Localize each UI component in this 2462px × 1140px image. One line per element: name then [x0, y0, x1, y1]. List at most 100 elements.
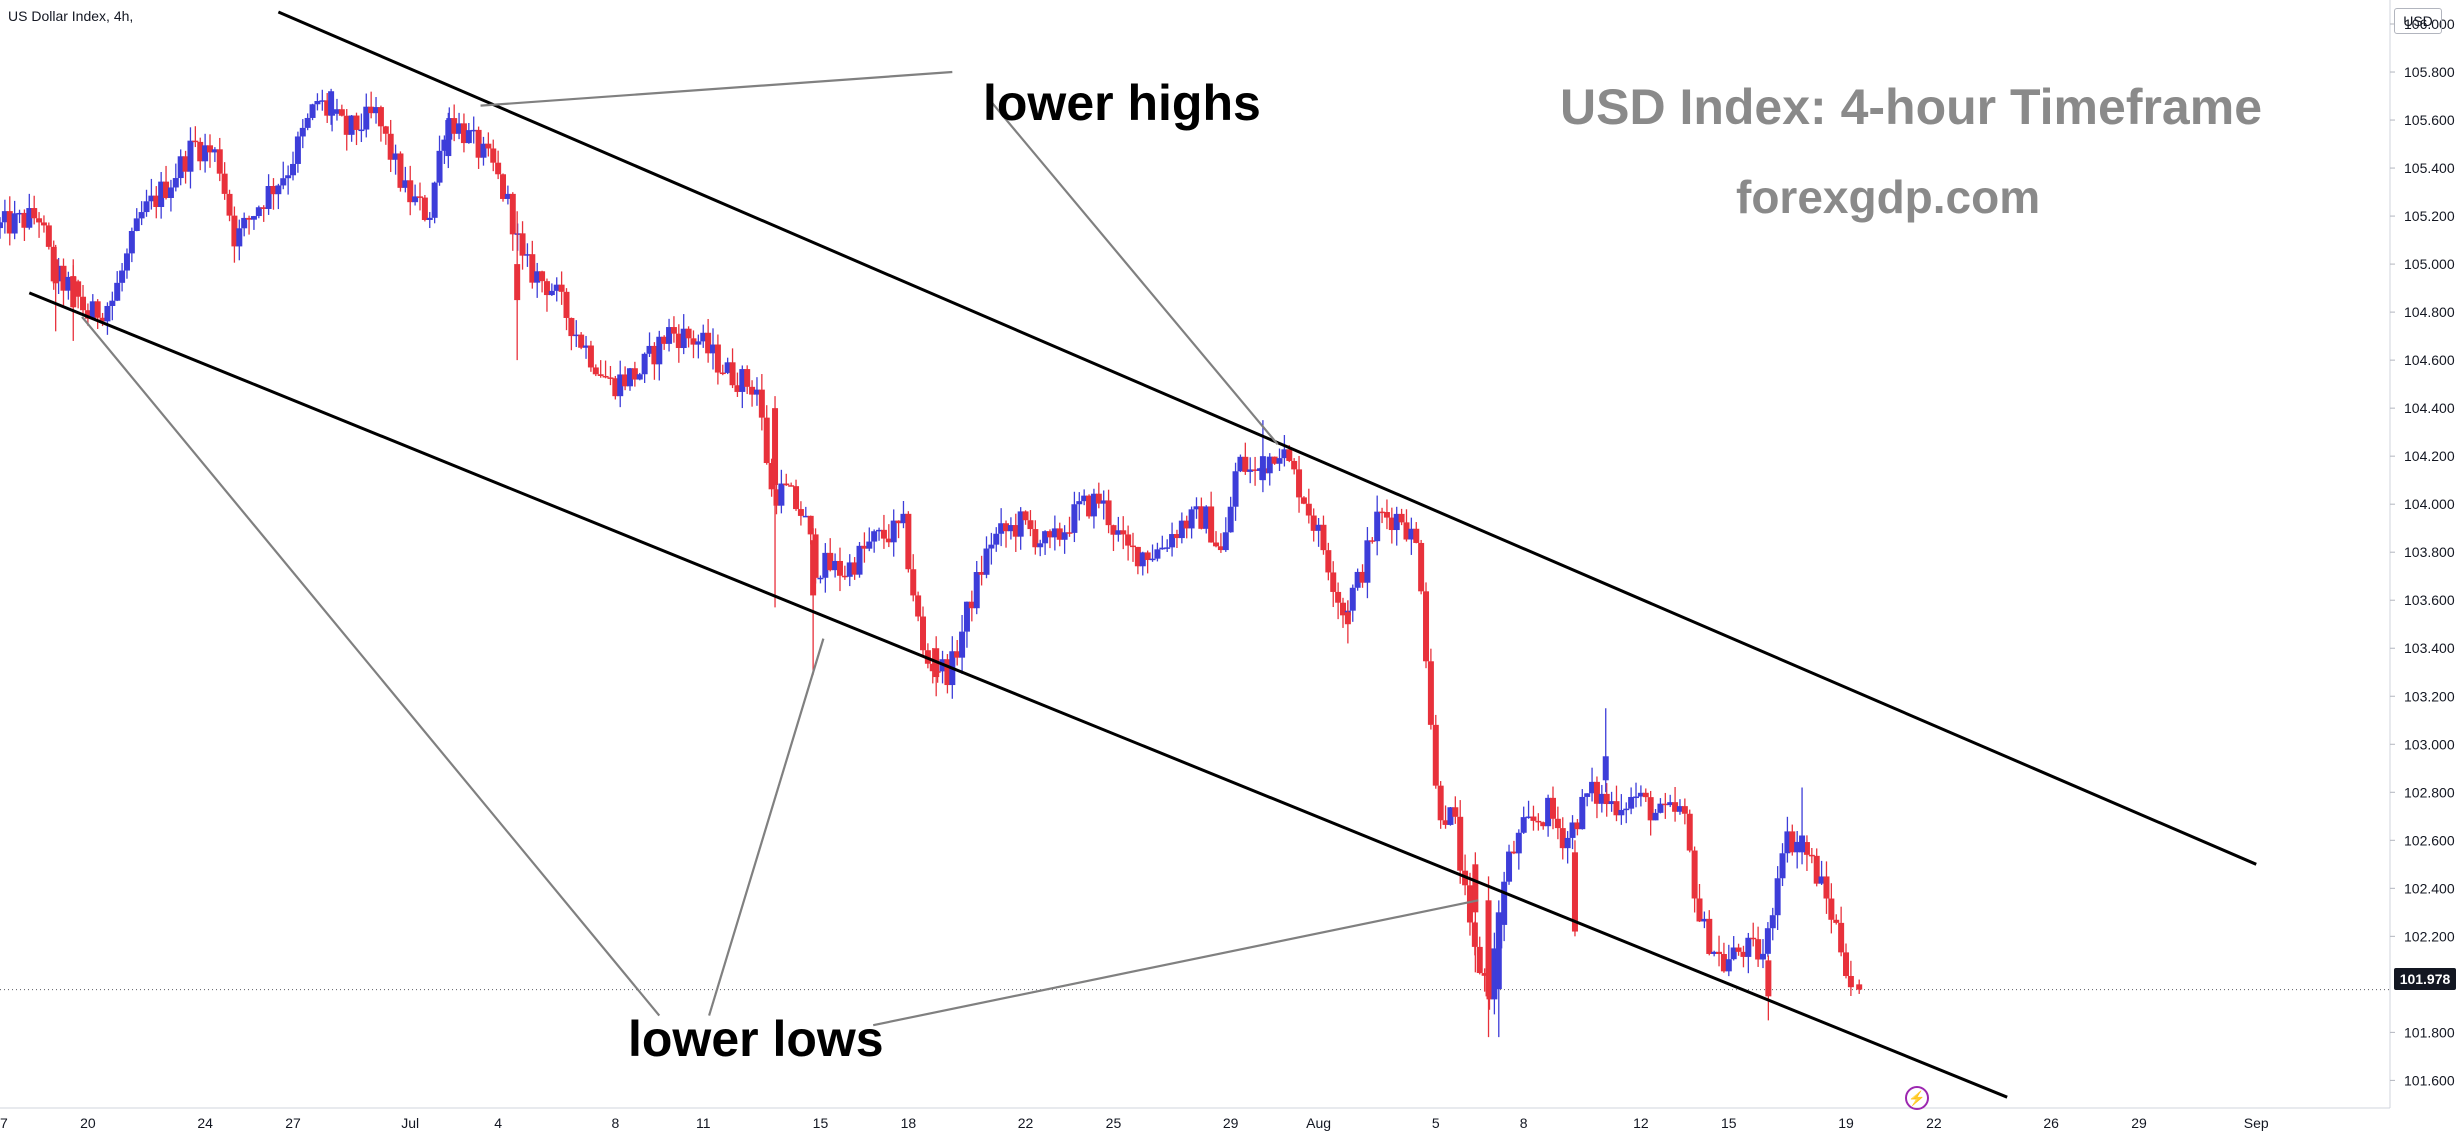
x-tick-label: Aug — [1306, 1115, 1331, 1131]
candle-body — [1003, 523, 1010, 532]
x-tick-label: 19 — [1838, 1115, 1854, 1131]
candle-body — [1662, 803, 1669, 806]
candle-body — [436, 150, 443, 183]
candle-body — [1061, 532, 1068, 540]
candle-body — [241, 217, 248, 229]
candle-body — [216, 149, 223, 174]
candle-body — [123, 253, 130, 271]
candle-body — [1466, 885, 1473, 923]
candle-body — [758, 389, 765, 418]
y-tick-label: 106.000 — [2404, 16, 2455, 32]
candle-body — [910, 569, 917, 596]
candle-body — [1481, 973, 1488, 976]
candle-body — [763, 417, 770, 464]
candle-body — [143, 201, 150, 213]
candle-body — [788, 485, 795, 487]
candle-body — [1217, 546, 1224, 551]
candle-body — [719, 372, 726, 375]
candle-body — [421, 197, 428, 220]
candle-body — [285, 175, 292, 179]
candle-body — [1164, 547, 1171, 549]
candle-body — [1667, 802, 1674, 806]
candle-body — [1037, 543, 1044, 548]
candle-body — [988, 544, 995, 549]
candle-body — [602, 375, 609, 378]
x-tick-label: 18 — [901, 1115, 917, 1131]
y-tick-label: 103.400 — [2404, 640, 2455, 656]
candle-body — [822, 552, 829, 578]
candle-body — [416, 196, 423, 198]
candle-body — [294, 136, 301, 164]
candle-body — [675, 333, 682, 349]
x-tick-label: 17 — [0, 1115, 8, 1131]
currency-button[interactable]: USD — [2394, 8, 2442, 34]
candle-body — [1843, 952, 1850, 976]
x-tick-label: Sep — [2244, 1115, 2269, 1131]
candle-body — [504, 193, 511, 199]
y-tick-label: 105.000 — [2404, 256, 2455, 272]
candle-body — [1325, 550, 1332, 573]
candle-body — [1642, 792, 1649, 798]
candle-body — [1042, 531, 1049, 544]
candle-body — [1339, 602, 1346, 616]
candle-body — [915, 595, 922, 617]
candle-body — [1789, 831, 1796, 853]
candle-body — [299, 127, 306, 137]
candle-body — [1574, 822, 1581, 830]
candle-body — [1545, 797, 1552, 827]
candle-body — [1154, 549, 1161, 559]
candle-body — [1237, 456, 1244, 472]
candle-body — [114, 282, 121, 301]
candle-body — [1603, 793, 1610, 805]
candle-body — [500, 174, 507, 199]
candle-body — [1203, 506, 1210, 529]
candle-body — [431, 182, 438, 218]
candle-body — [348, 115, 355, 135]
y-tick-label: 102.400 — [2404, 880, 2455, 896]
symbol-label[interactable]: US Dollar Index, 4h, — [8, 8, 134, 24]
candle-body — [402, 180, 409, 188]
candle-body — [739, 369, 746, 392]
candle-body — [265, 186, 272, 209]
candle-body — [1691, 850, 1698, 899]
candle-body — [1198, 506, 1205, 529]
x-tick-label: 8 — [611, 1115, 619, 1131]
candle-body — [1335, 591, 1342, 603]
candle-body — [1623, 808, 1630, 811]
candle-body — [304, 117, 311, 128]
candle-body — [817, 577, 824, 580]
annotation-guide-line — [480, 70, 953, 107]
y-tick-label: 102.800 — [2404, 784, 2455, 800]
candle-body — [26, 208, 33, 228]
candle-body — [690, 338, 697, 345]
candle-body — [445, 120, 452, 157]
candle-body — [1571, 852, 1578, 932]
candle-body — [1823, 876, 1830, 899]
x-tick-label: 26 — [2043, 1115, 2059, 1131]
candle-body — [197, 141, 204, 162]
candle-body — [128, 231, 135, 254]
candle-body — [1554, 818, 1561, 829]
candle-body — [524, 254, 531, 256]
last-price-tag: 101.978 — [2394, 968, 2456, 990]
candle-body — [1515, 832, 1522, 854]
candle-body — [1213, 542, 1220, 547]
flash-icon[interactable]: ⚡ — [1905, 1086, 1929, 1110]
candle-body — [1208, 506, 1215, 543]
candle-body — [1774, 878, 1781, 916]
candle-body — [89, 301, 96, 319]
candle-body — [871, 531, 878, 542]
candle-body — [485, 143, 492, 149]
candle-body — [905, 513, 912, 570]
candle-body — [583, 345, 590, 348]
candle-body — [1564, 837, 1571, 849]
candle-body — [1383, 512, 1390, 518]
candle-body — [1403, 522, 1410, 540]
candle-body — [705, 332, 712, 354]
candle-body — [929, 663, 936, 672]
x-tick-label: 24 — [197, 1115, 213, 1131]
candle-body — [1706, 918, 1713, 954]
y-tick-label: 105.600 — [2404, 112, 2455, 128]
